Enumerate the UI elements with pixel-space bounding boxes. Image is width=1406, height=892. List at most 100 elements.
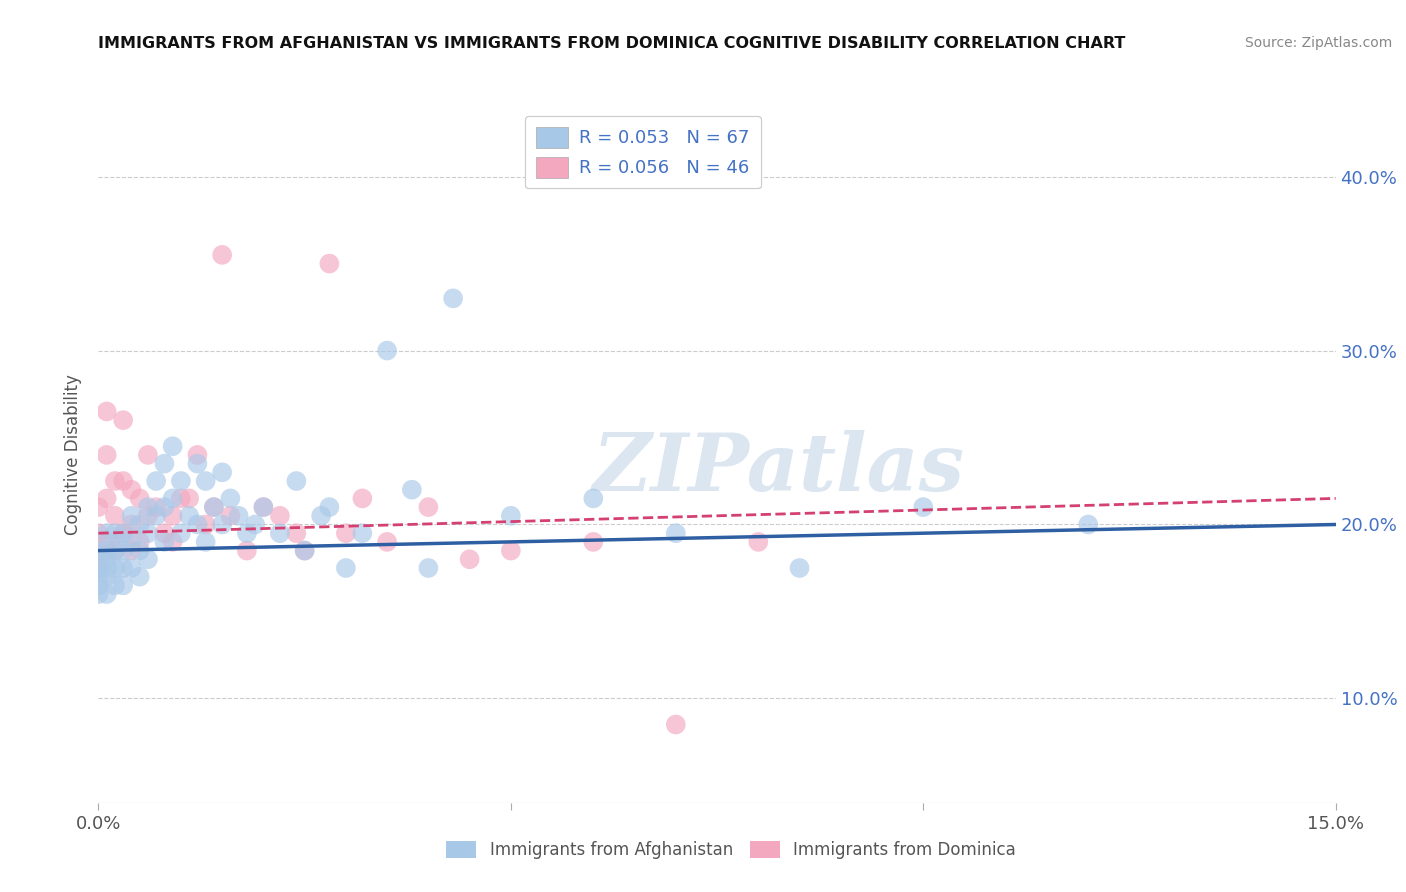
Point: [153, 526, 176, 541]
Point: [219, 508, 242, 523]
Point: [170, 474, 193, 488]
Point: [120, 534, 142, 549]
Point: [153, 457, 176, 471]
Point: [269, 508, 291, 523]
Point: [418, 561, 440, 575]
Point: [211, 517, 233, 532]
Point: [219, 491, 242, 506]
Point: [128, 570, 150, 584]
Point: [96, 543, 118, 558]
Point: [104, 543, 127, 558]
Text: Source: ZipAtlas.com: Source: ZipAtlas.com: [1244, 36, 1392, 50]
Point: [112, 413, 135, 427]
Point: [269, 526, 291, 541]
Point: [375, 534, 398, 549]
Point: [194, 517, 217, 532]
Point: [318, 500, 340, 514]
Point: [145, 508, 167, 523]
Point: [128, 517, 150, 532]
Point: [87, 526, 110, 541]
Point: [120, 483, 142, 497]
Point: [128, 534, 150, 549]
Point: [318, 257, 340, 271]
Point: [747, 534, 769, 549]
Point: [582, 534, 605, 549]
Point: [120, 508, 142, 523]
Point: [294, 543, 316, 558]
Legend: R = 0.053   N = 67, R = 0.056   N = 46: R = 0.053 N = 67, R = 0.056 N = 46: [524, 116, 761, 188]
Point: [96, 534, 118, 549]
Point: [912, 500, 935, 514]
Point: [153, 500, 176, 514]
Point: [309, 508, 332, 523]
Point: [186, 448, 208, 462]
Point: [243, 517, 266, 532]
Point: [104, 578, 127, 592]
Point: [136, 508, 159, 523]
Point: [335, 561, 357, 575]
Point: [87, 587, 110, 601]
Point: [179, 508, 201, 523]
Point: [179, 491, 201, 506]
Point: [96, 587, 118, 601]
Point: [665, 526, 688, 541]
Point: [120, 517, 142, 532]
Point: [112, 474, 135, 488]
Point: [252, 500, 274, 514]
Point: [145, 500, 167, 514]
Point: [186, 457, 208, 471]
Point: [96, 570, 118, 584]
Text: IMMIGRANTS FROM AFGHANISTAN VS IMMIGRANTS FROM DOMINICA COGNITIVE DISABILITY COR: IMMIGRANTS FROM AFGHANISTAN VS IMMIGRANT…: [98, 36, 1126, 51]
Point: [96, 561, 118, 575]
Point: [104, 526, 127, 541]
Point: [1077, 517, 1099, 532]
Point: [96, 491, 118, 506]
Y-axis label: Cognitive Disability: Cognitive Disability: [65, 375, 83, 535]
Point: [96, 552, 118, 566]
Point: [96, 526, 118, 541]
Point: [87, 570, 110, 584]
Point: [352, 526, 374, 541]
Point: [186, 517, 208, 532]
Point: [202, 500, 225, 514]
Point: [162, 439, 184, 453]
Point: [112, 561, 135, 575]
Point: [136, 448, 159, 462]
Point: [128, 543, 150, 558]
Point: [252, 500, 274, 514]
Point: [499, 508, 522, 523]
Point: [87, 561, 110, 575]
Point: [104, 474, 127, 488]
Point: [582, 491, 605, 506]
Point: [104, 543, 127, 558]
Point: [104, 508, 127, 523]
Legend: Immigrants from Afghanistan, Immigrants from Dominica: Immigrants from Afghanistan, Immigrants …: [440, 834, 1022, 866]
Point: [401, 483, 423, 497]
Point: [194, 534, 217, 549]
Point: [136, 552, 159, 566]
Point: [87, 552, 110, 566]
Point: [352, 491, 374, 506]
Text: ZIPatlas: ZIPatlas: [593, 430, 965, 508]
Point: [162, 491, 184, 506]
Point: [136, 500, 159, 514]
Point: [112, 526, 135, 541]
Point: [87, 578, 110, 592]
Point: [128, 491, 150, 506]
Point: [162, 534, 184, 549]
Point: [153, 534, 176, 549]
Point: [294, 543, 316, 558]
Point: [170, 526, 193, 541]
Point: [285, 526, 308, 541]
Point: [665, 717, 688, 731]
Point: [104, 561, 127, 575]
Point: [202, 500, 225, 514]
Point: [162, 508, 184, 523]
Point: [194, 474, 217, 488]
Point: [87, 500, 110, 514]
Point: [499, 543, 522, 558]
Point: [120, 561, 142, 575]
Point: [458, 552, 481, 566]
Point: [211, 466, 233, 480]
Point: [145, 474, 167, 488]
